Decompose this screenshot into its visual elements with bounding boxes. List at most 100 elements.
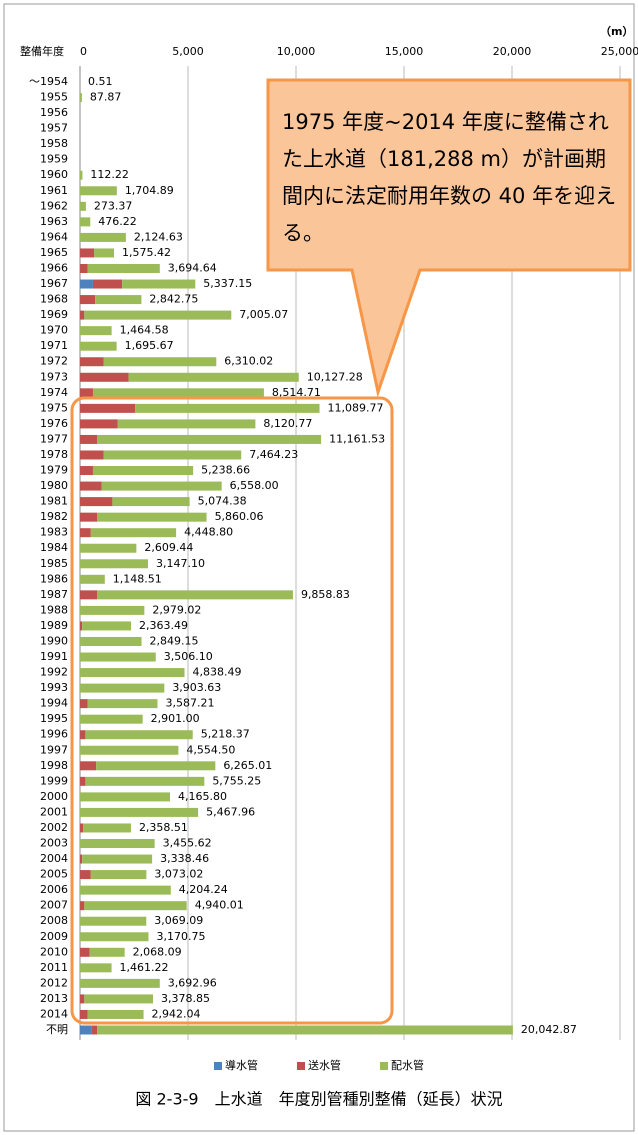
value-label: 8,514.71 [272,386,321,399]
y-tick-label: 2001 [40,805,68,818]
bar-segment [80,279,93,289]
bar-segment [80,186,117,196]
bar-segment [80,357,104,367]
value-label: 3,694.64 [168,261,217,274]
y-tick-label: 1981 [40,495,68,508]
bar-segment [80,481,102,491]
value-label: 4,554.50 [186,743,235,756]
value-label: 4,940.01 [195,899,244,912]
bar-segment [80,621,83,631]
caption: 図 2-3-9 上水道 年度別管種別整備（延長）状況 [135,1090,502,1109]
x-tick-label: 25,000 [601,45,638,58]
value-label: 2,124.63 [134,230,183,243]
y-tick-label: 1972 [40,355,68,368]
bar-segment [80,217,91,227]
value-label: 3,587.21 [165,697,214,710]
bar-segment [80,668,185,678]
bar-segment [82,621,132,631]
bar-segment [128,372,299,382]
x-tick-label: 5,000 [172,45,204,58]
bar-segment [80,714,143,724]
bar-segment [80,761,97,771]
bar-segment [80,326,112,336]
x-tick-label: 20,000 [493,45,532,58]
y-tick-label: 1967 [40,277,68,290]
y-tick-label: 1990 [40,634,68,647]
y-tick-label: 1993 [40,681,68,694]
bar-segment [80,466,93,476]
bar-segment [80,310,85,320]
bar-segment [80,839,155,849]
bar-segment [80,201,86,211]
value-label: 87.87 [90,91,122,104]
value-label: 3,069.09 [154,914,203,927]
y-tick-label: 1998 [40,759,68,772]
bar-segment [95,295,142,305]
value-label: 5,218.37 [201,728,250,741]
bar-segment [80,978,160,988]
y-tick-label: 1958 [40,137,68,150]
y-tick-label: 1964 [40,230,68,243]
legend-label: 導水管 [225,1058,258,1072]
y-tick-label: 1973 [40,370,68,383]
y-tick-label: 2002 [40,821,68,834]
value-label: 8,120.77 [263,417,312,430]
y-tick-label: 1988 [40,603,68,616]
bar-segment [87,263,160,273]
y-tick-label: 2010 [40,945,68,958]
y-tick-label: 1976 [40,417,68,430]
legend-swatch [380,1062,388,1070]
bar-segment [101,481,222,491]
value-label: 3,455.62 [163,837,212,850]
bar-segment [80,885,171,895]
bar-segment [90,528,177,538]
y-tick-label: 1991 [40,650,68,663]
y-tick-label: 1979 [40,464,68,477]
y-tick-label: 1978 [40,448,68,461]
y-tick-label: 2003 [40,837,68,850]
bar-segment [92,279,123,289]
y-tick-label: 1960 [40,168,68,181]
value-label: 2,358.51 [139,821,188,834]
legend-swatch [214,1062,222,1070]
y-tick-label: 1977 [40,432,68,445]
y-tick-label: 1986 [40,572,68,585]
bar-segment [80,683,165,693]
bar-segment [80,434,98,444]
bar-segment [80,248,95,258]
y-tick-label: 1983 [40,526,68,539]
value-label: 2,363.49 [139,619,188,632]
y-tick-label: 1970 [40,324,68,337]
y-tick-label: 1987 [40,588,68,601]
bar-segment [80,947,90,957]
value-label: 1,464.58 [120,324,169,337]
value-label: 2,849.15 [150,634,199,647]
bar-segment [80,994,85,1004]
y-tick-label: 1959 [40,153,68,166]
y-tick-label: 1961 [40,184,68,197]
bar-segment [80,528,91,538]
y-tick-label: 1975 [40,401,68,414]
bar-segment [80,512,98,522]
value-label: 1,704.89 [125,184,174,197]
x-tick-label: 15,000 [385,45,424,58]
y-tick-label: 2009 [40,930,68,943]
value-label: 1,575.42 [122,246,171,259]
bar-segment [92,388,264,398]
bar-segment [80,776,86,786]
bar-segment [80,730,86,740]
y-tick-label: 1966 [40,261,68,274]
value-label: 2,068.09 [133,945,182,958]
value-label: 3,692.96 [168,976,217,989]
value-label: 5,860.06 [215,510,264,523]
value-label: 2,609.44 [144,541,193,554]
bar-segment [80,590,98,600]
bar-segment [80,543,137,553]
bar-segment [80,1025,92,1035]
y-tick-label: 1969 [40,308,68,321]
y-tick-label: 2008 [40,914,68,927]
bar-segment [80,1009,88,1019]
y-tick-label: 1995 [40,712,68,725]
value-label: 1,461.22 [120,961,169,974]
